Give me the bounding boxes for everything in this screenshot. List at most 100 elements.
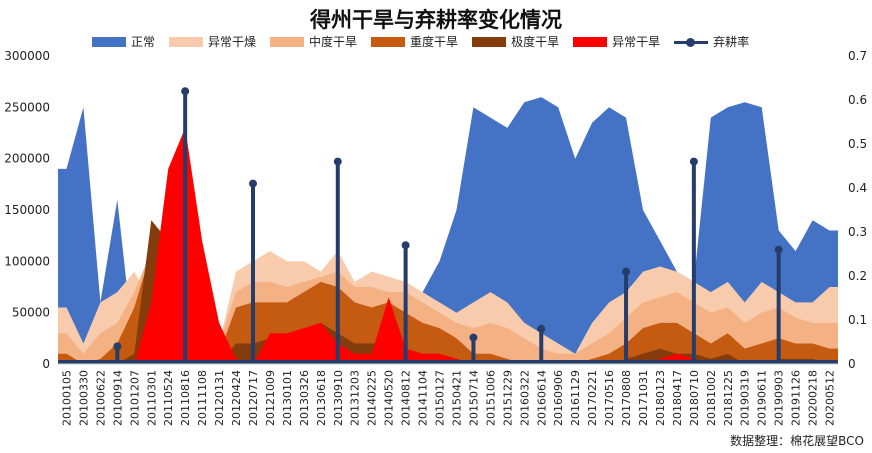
lollipop-series-group xyxy=(58,87,838,364)
x-tick-label: 20200512 xyxy=(824,370,837,426)
x-tick-label: 20160614 xyxy=(535,370,548,426)
y-right-tick-label: 0.1 xyxy=(848,313,867,327)
legend-swatch xyxy=(472,36,507,47)
legend-item: 正常 xyxy=(92,33,155,50)
x-tick-label: 20150127 xyxy=(434,370,447,426)
x-tick-label: 20161129 xyxy=(569,370,582,426)
area-series-group xyxy=(58,97,838,365)
x-tick-label: 20140520 xyxy=(383,370,396,426)
legend-item: 异常干燥 xyxy=(169,33,256,50)
x-tick-label: 20111108 xyxy=(196,370,209,426)
legend-label: 异常干旱 xyxy=(612,35,661,49)
y-right-tick-label: 0.6 xyxy=(848,93,867,107)
y-right-tick-label: 0.7 xyxy=(848,49,867,63)
x-tick-label: 20191126 xyxy=(790,370,803,426)
y-left-tick-label: 100000 xyxy=(4,254,50,268)
y-left-tick-label: 300000 xyxy=(4,49,50,63)
x-tick-label: 20100622 xyxy=(94,370,107,426)
x-tick-label: 20181002 xyxy=(705,370,718,426)
x-tick-label: 20181225 xyxy=(722,370,735,426)
legend-swatch xyxy=(371,36,406,47)
x-tick-label: 20180710 xyxy=(688,370,701,426)
x-tick-label: 20160322 xyxy=(518,370,531,426)
x-tick-label: 20180417 xyxy=(671,370,684,426)
abandonment-point xyxy=(622,267,631,276)
x-tick-label: 20170221 xyxy=(586,370,599,426)
x-tick-label: 20151229 xyxy=(501,370,514,426)
y-right-tick-label: 0 xyxy=(848,357,856,371)
abandonment-point xyxy=(774,245,783,254)
x-tick-label: 20190611 xyxy=(756,370,769,426)
abandonment-point xyxy=(537,324,546,333)
x-tick-label: 20130326 xyxy=(298,370,311,426)
x-tick-label: 20141104 xyxy=(417,370,430,426)
x-tick-label: 20140812 xyxy=(400,370,413,426)
x-tick-label: 20121009 xyxy=(264,370,277,426)
legend-swatch xyxy=(573,36,608,47)
x-tick-label: 20140225 xyxy=(366,370,379,426)
legend-label: 异常干燥 xyxy=(208,35,257,49)
legend-item: 弃耕率 xyxy=(674,33,749,50)
y-right-tick-label: 0.2 xyxy=(848,269,867,283)
abandonment-point xyxy=(181,87,190,96)
legend-label: 极度干旱 xyxy=(511,35,560,49)
legend-swatch xyxy=(674,37,709,47)
abandonment-point xyxy=(689,157,698,166)
legend-swatch xyxy=(169,36,204,47)
abandonment-point xyxy=(113,342,122,351)
y-left-tick-label: 200000 xyxy=(4,152,50,166)
x-tick-label: 20130910 xyxy=(332,370,345,426)
x-tick-label: 20180123 xyxy=(654,370,667,426)
x-tick-label: 20100105 xyxy=(60,370,73,426)
x-tick-label: 20170516 xyxy=(603,370,616,426)
abandonment-point xyxy=(469,333,478,342)
x-tick-label: 20190903 xyxy=(773,370,786,426)
area-series xyxy=(58,220,838,364)
legend-label: 弃耕率 xyxy=(713,35,750,49)
legend-label: 重度干旱 xyxy=(410,35,459,49)
x-tick-label: 20130618 xyxy=(315,370,328,426)
chart-title: 得州干旱与弃耕率变化情况 xyxy=(310,8,562,32)
x-tick-label: 20130101 xyxy=(281,370,294,426)
x-tick-label: 20120131 xyxy=(213,370,226,426)
y-right-axis: 0 0.1 0.2 0.3 0.4 0.5 0.6 0.7 xyxy=(848,49,867,371)
x-tick-label: 20150421 xyxy=(450,370,463,426)
x-tick-label: 20171031 xyxy=(637,370,650,426)
legend-swatch xyxy=(92,36,126,47)
x-tick-label: 20110524 xyxy=(162,370,175,426)
x-tick-label: 20131203 xyxy=(349,370,362,426)
x-tick-label: 20151006 xyxy=(484,370,497,426)
abandonment-point xyxy=(333,157,342,166)
x-tick-label: 20200218 xyxy=(807,370,820,426)
x-tick-label: 20160906 xyxy=(552,370,565,426)
y-left-tick-label: 0 xyxy=(42,357,50,371)
y-left-tick-label: 50000 xyxy=(12,306,50,320)
legend-item: 重度干旱 xyxy=(371,33,458,50)
legend-item: 中度干旱 xyxy=(270,33,357,50)
legend-swatch xyxy=(270,36,305,47)
abandonment-point xyxy=(401,241,410,250)
legend-label: 正常 xyxy=(131,35,156,49)
x-tick-label: 20170808 xyxy=(620,370,633,426)
x-axis: 20100105 20100330 20100622 20100914 20101207… xyxy=(60,370,836,426)
x-tick-label: 20120717 xyxy=(247,370,260,426)
x-tick-label: 20150714 xyxy=(467,370,480,426)
x-tick-label: 20120424 xyxy=(230,370,243,426)
y-right-tick-label: 0.5 xyxy=(848,137,867,151)
y-left-tick-label: 150000 xyxy=(4,203,50,217)
x-tick-label: 20101207 xyxy=(128,370,141,426)
y-right-tick-label: 0.4 xyxy=(848,181,867,195)
legend-label: 中度干旱 xyxy=(309,35,358,49)
data-credit: 数据整理：棉花展望BCO xyxy=(730,434,864,448)
legend-item: 极度干旱 xyxy=(472,33,559,50)
x-tick-label: 20100914 xyxy=(111,370,124,426)
x-tick-label: 20190319 xyxy=(739,370,752,426)
x-tick-label: 20110301 xyxy=(145,370,158,426)
x-tick-label: 20100330 xyxy=(77,370,90,426)
abandonment-point xyxy=(249,179,257,188)
y-left-axis: 0 50000 100000 150000 200000 250000 300000 xyxy=(4,49,50,371)
chart-legend: 正常 异常干燥 中度干旱 重度干旱 极度干旱 异常干旱 弃耕率 xyxy=(92,33,763,50)
y-left-tick-label: 250000 xyxy=(4,100,50,114)
y-right-tick-label: 0.3 xyxy=(848,225,867,239)
